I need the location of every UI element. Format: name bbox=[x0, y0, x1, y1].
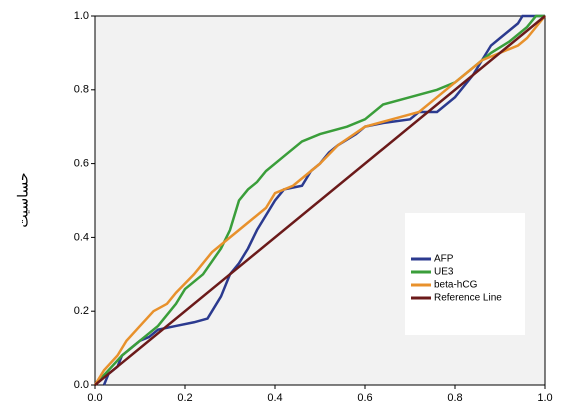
y-tick-label: 1.0 bbox=[74, 10, 89, 22]
legend-label: Reference Line bbox=[434, 293, 502, 304]
y-tick-label: 0.2 bbox=[74, 305, 89, 317]
legend-label: AFP bbox=[434, 254, 454, 265]
x-tick-label: 1.0 bbox=[537, 392, 552, 404]
x-tick-label: 0.6 bbox=[357, 392, 372, 404]
y-tick-label: 0.0 bbox=[74, 379, 89, 391]
y-tick-label: 0.8 bbox=[74, 84, 89, 96]
legend-box bbox=[405, 213, 525, 335]
x-tick-label: 0.8 bbox=[447, 392, 462, 404]
legend-label: beta-hCG bbox=[434, 280, 478, 291]
y-tick-label: 0.6 bbox=[74, 158, 89, 170]
x-tick-label: 0.2 bbox=[177, 392, 192, 404]
legend-label: UE3 bbox=[434, 267, 454, 278]
roc-line bbox=[94, 15, 546, 386]
y-tick-label: 0.4 bbox=[74, 231, 89, 243]
x-tick-label: 0.0 bbox=[87, 392, 102, 404]
x-tick-label: 0.4 bbox=[267, 392, 282, 404]
roc-line bbox=[102, 14, 545, 386]
y-axis-label: حساسيت bbox=[15, 172, 31, 227]
roc-line bbox=[93, 15, 546, 386]
